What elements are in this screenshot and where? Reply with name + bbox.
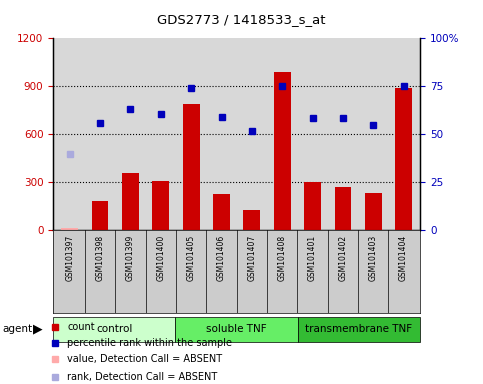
Bar xyxy=(395,88,412,230)
Text: GSM101405: GSM101405 xyxy=(186,235,196,281)
Bar xyxy=(122,173,139,230)
Text: GSM101407: GSM101407 xyxy=(247,235,256,281)
Bar xyxy=(335,187,351,230)
Text: GSM101402: GSM101402 xyxy=(339,235,347,281)
Text: count: count xyxy=(68,322,95,332)
Text: value, Detection Call = ABSENT: value, Detection Call = ABSENT xyxy=(68,354,223,364)
Bar xyxy=(213,194,230,230)
Text: GSM101406: GSM101406 xyxy=(217,235,226,281)
Text: control: control xyxy=(96,324,132,334)
Bar xyxy=(298,317,420,342)
Bar xyxy=(274,72,290,230)
Bar xyxy=(365,193,382,230)
Text: ▶: ▶ xyxy=(33,323,43,336)
Text: GSM101397: GSM101397 xyxy=(65,235,74,281)
Bar xyxy=(53,317,175,342)
Bar xyxy=(153,181,169,230)
Text: GSM101408: GSM101408 xyxy=(278,235,287,281)
Text: GSM101403: GSM101403 xyxy=(369,235,378,281)
Text: agent: agent xyxy=(2,324,32,334)
Bar xyxy=(175,317,298,342)
Bar xyxy=(61,228,78,230)
Text: percentile rank within the sample: percentile rank within the sample xyxy=(68,338,232,348)
Text: rank, Detection Call = ABSENT: rank, Detection Call = ABSENT xyxy=(68,372,218,382)
Text: GSM101399: GSM101399 xyxy=(126,235,135,281)
Bar xyxy=(243,210,260,230)
Text: GSM101400: GSM101400 xyxy=(156,235,165,281)
Bar xyxy=(183,104,199,230)
Text: transmembrane TNF: transmembrane TNF xyxy=(305,324,412,334)
Text: GDS2773 / 1418533_s_at: GDS2773 / 1418533_s_at xyxy=(157,13,326,26)
Text: GSM101401: GSM101401 xyxy=(308,235,317,281)
Text: GSM101398: GSM101398 xyxy=(96,235,105,281)
Bar xyxy=(92,201,109,230)
Text: soluble TNF: soluble TNF xyxy=(206,324,267,334)
Text: GSM101404: GSM101404 xyxy=(399,235,408,281)
Bar xyxy=(304,182,321,230)
